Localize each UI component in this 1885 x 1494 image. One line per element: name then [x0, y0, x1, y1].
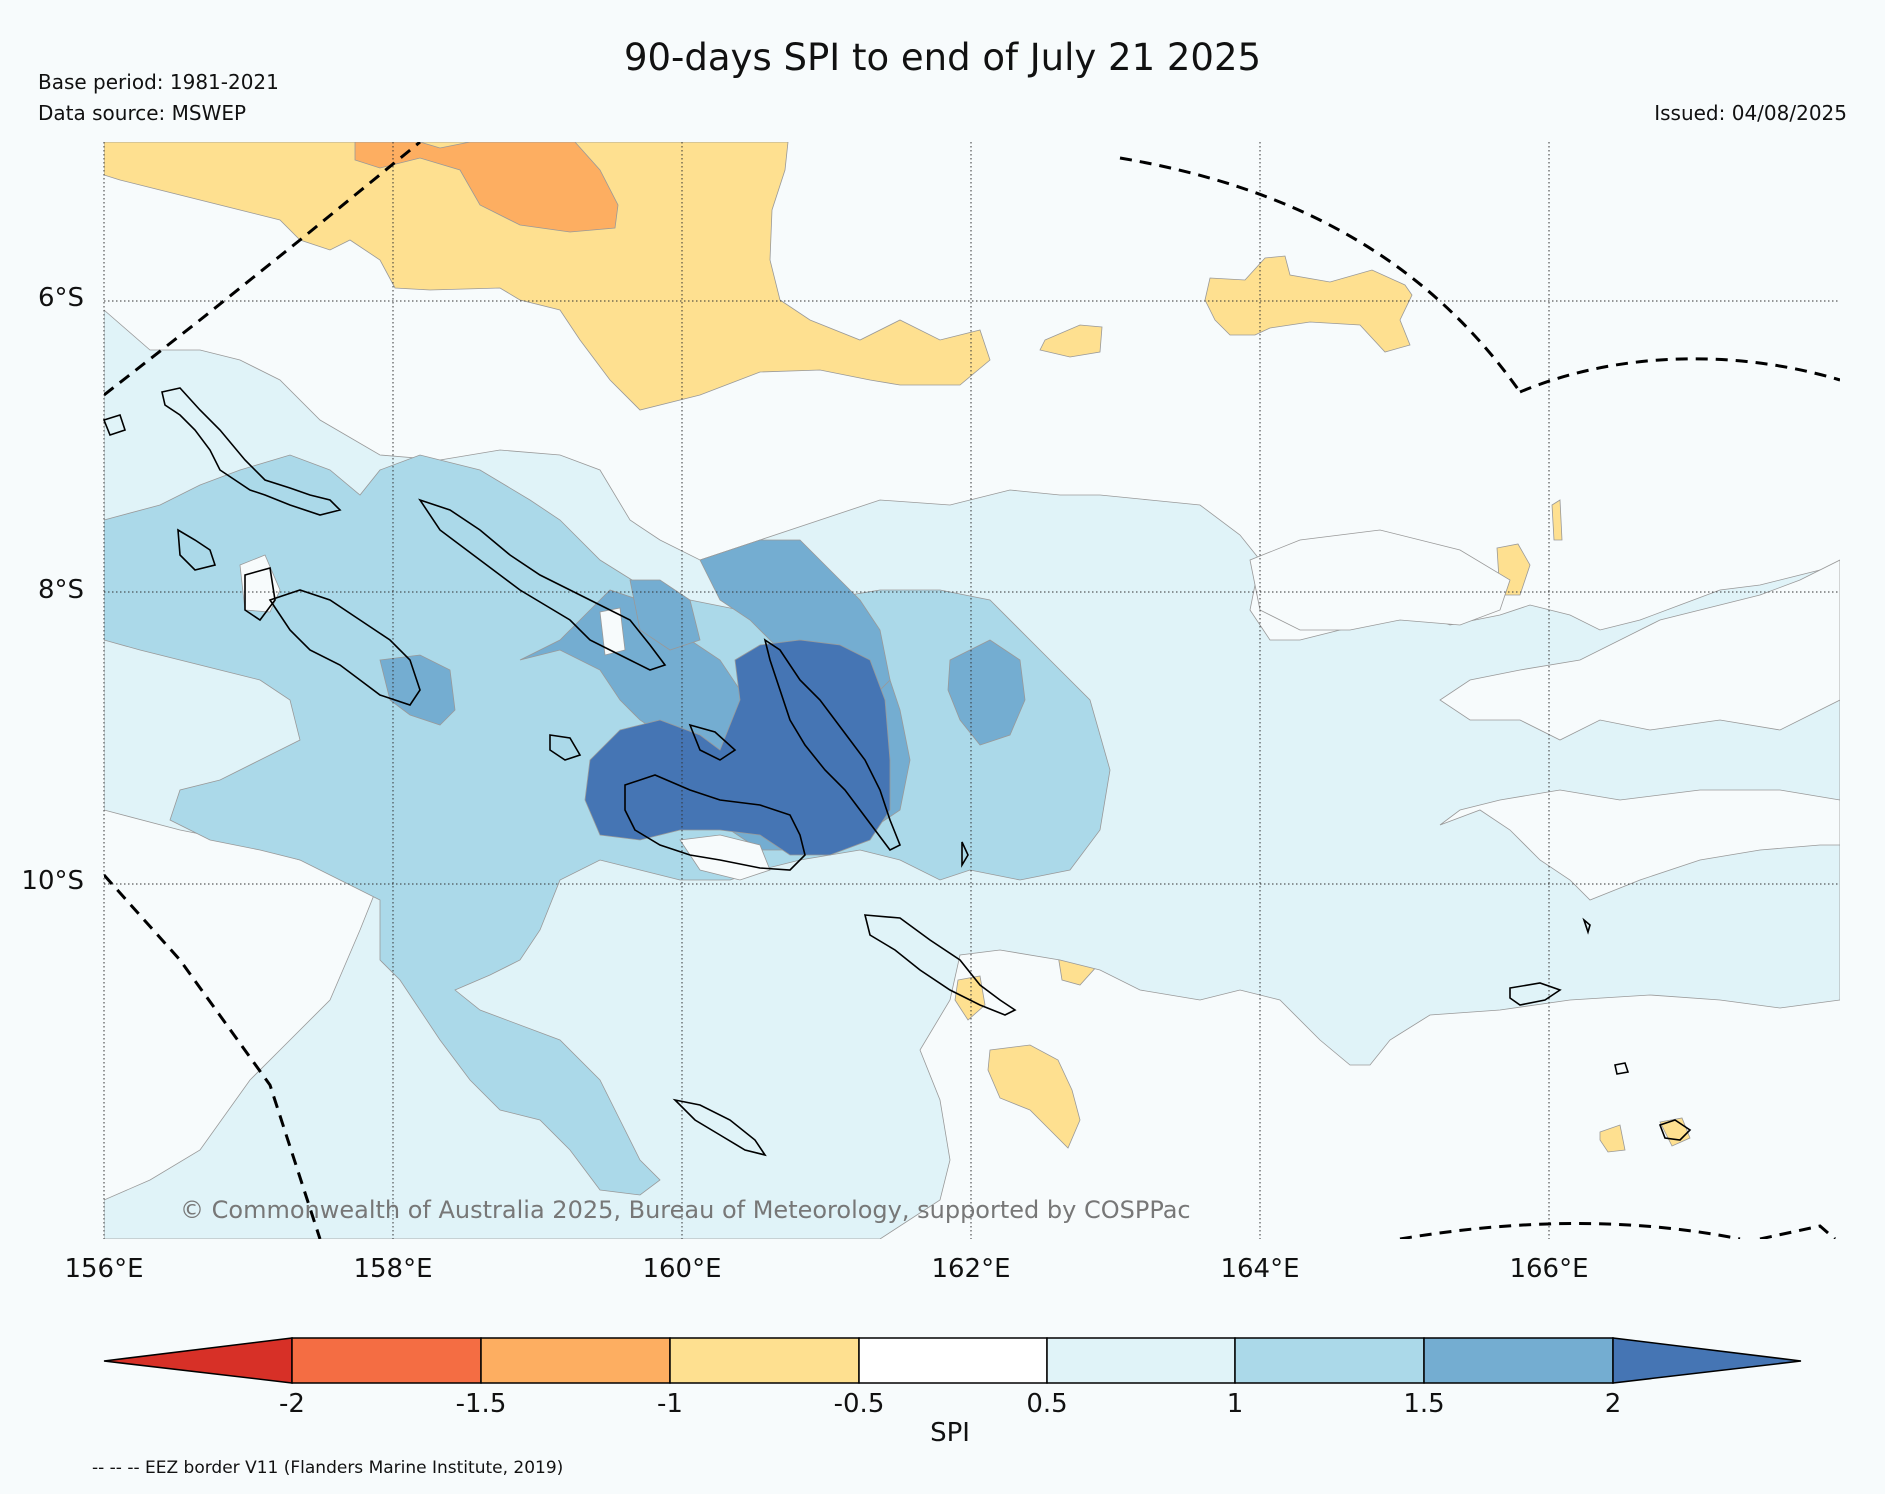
eez-border-s — [1399, 1222, 1741, 1239]
eez-border-ne — [1119, 156, 1522, 393]
neutral-patch-1 — [1439, 789, 1840, 901]
colorbar-bin-5 — [1046, 1337, 1236, 1384]
copyright-notice: © Commonwealth of Australia 2025, Bureau… — [180, 1196, 1191, 1224]
island-guadalcanal — [624, 774, 806, 871]
lon-label-158e: 158°E — [353, 1254, 433, 1284]
dry-patch-1 — [1039, 324, 1103, 358]
island-bougainville — [161, 387, 342, 516]
dry-patch-5 — [987, 1044, 1081, 1149]
lon-label-156e: 156°E — [64, 1254, 144, 1284]
dry-patch-7 — [954, 975, 986, 1021]
eez-border-nw — [104, 142, 421, 397]
island-santa-cruz — [1509, 982, 1562, 1006]
colorbar-extend-high — [1612, 1337, 1802, 1384]
wet-extreme-2 — [629, 579, 701, 651]
colorbar-extend-low — [103, 1337, 293, 1384]
island-santa-isabel — [763, 638, 902, 852]
colorbar-bin-6 — [1234, 1337, 1425, 1384]
island-small-3 — [961, 841, 969, 868]
dry-region-north — [104, 142, 991, 411]
dry-region-east — [1204, 255, 1413, 353]
lon-label-162e: 162°E — [931, 1254, 1011, 1284]
island-small-2 — [1582, 917, 1591, 935]
island-vanikoro — [1658, 1119, 1692, 1141]
lat-label-8s: 8°S — [37, 575, 84, 605]
colorbar-bin-2 — [480, 1337, 671, 1384]
neutral-patch-5 — [599, 607, 626, 656]
island-small-1 — [1614, 1062, 1630, 1075]
lon-label-166e: 166°E — [1509, 1254, 1589, 1284]
island-malaita-south — [672, 1098, 767, 1157]
dry-region-orange — [354, 142, 619, 233]
colorbar-tick: -2 — [279, 1389, 305, 1419]
island-small-4 — [102, 414, 127, 436]
island-makira — [863, 914, 1017, 1016]
data-source: Data source: MSWEP — [38, 101, 247, 125]
colorbar-bin-4 — [858, 1337, 1048, 1384]
wet-core-3 — [947, 639, 1026, 746]
colorbar-tick: 2 — [1604, 1389, 1622, 1419]
map-title: 90-days SPI to end of July 21 2025 — [623, 36, 1262, 79]
neutral-patch-3 — [1249, 529, 1511, 631]
dry-patch-8 — [1599, 1124, 1626, 1153]
colorbar-bin-7 — [1423, 1337, 1614, 1384]
lon-label-160e: 160°E — [642, 1254, 722, 1284]
eez-border-e — [1519, 357, 1840, 394]
colorbar-tick: -1 — [657, 1389, 683, 1419]
issued-date: Issued: 04/08/2025 — [1654, 101, 1847, 125]
island-shortland — [177, 528, 217, 571]
island-vella — [244, 566, 276, 622]
neutral-patch-2 — [1439, 559, 1840, 741]
colorbar — [103, 1337, 1802, 1384]
eez-legend-note: -- -- -- EEZ border V11 (Flanders Marine… — [92, 1458, 564, 1478]
lat-label-10s: 10°S — [21, 866, 84, 896]
colorbar-bin-3 — [669, 1337, 860, 1384]
neutral-patch-6 — [679, 834, 771, 881]
colorbar-tick: 0.5 — [1026, 1389, 1068, 1419]
dry-patch-3 — [1551, 499, 1563, 541]
island-new-georgia — [268, 589, 421, 706]
island-florida — [688, 723, 737, 761]
colorbar-tick: 1.5 — [1403, 1389, 1445, 1419]
colorbar-tick: -0.5 — [833, 1389, 885, 1419]
colorbar-tick: 1 — [1226, 1389, 1244, 1419]
island-choiseul — [418, 498, 667, 671]
colorbar-label: SPI — [930, 1418, 970, 1448]
colorbar-bin-1 — [291, 1337, 482, 1384]
island-russell — [549, 734, 582, 761]
lon-label-164e: 164°E — [1220, 1254, 1300, 1284]
eez-border-se — [1759, 1224, 1836, 1239]
lat-label-6s: 6°S — [37, 283, 84, 313]
base-period: Base period: 1981-2021 — [38, 70, 279, 94]
colorbar-tick: -1.5 — [455, 1389, 507, 1419]
eez-border-sw — [104, 874, 322, 1239]
